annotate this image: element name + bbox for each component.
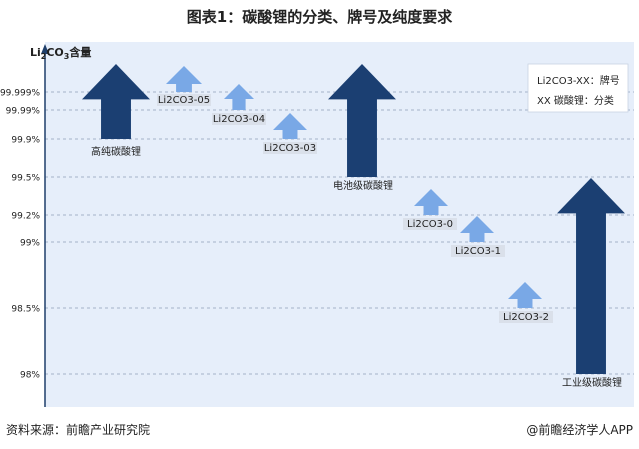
legend-entry-class: XX 碳酸锂：分类 xyxy=(537,94,614,107)
grade-label-bg xyxy=(263,142,317,154)
y-tick-label: 99.999% xyxy=(0,89,40,99)
grade-label-bg xyxy=(403,218,457,230)
chart-title: 图表1：碳酸锂的分类、牌号及纯度要求 xyxy=(186,8,453,26)
footer-source: 资料来源：前瞻产业研究院 xyxy=(6,423,151,437)
grade-label-bg xyxy=(212,113,266,125)
grade-label: Li2CO3-1 xyxy=(455,246,501,257)
legend-box xyxy=(527,63,629,113)
y-tick-label: 99.9% xyxy=(11,136,40,146)
class-arrow xyxy=(328,64,396,177)
footer-brand: @前瞻经济学人APP xyxy=(526,423,633,437)
class-label: 电池级碳酸锂 xyxy=(333,179,393,192)
y-tick-label: 99.5% xyxy=(11,174,40,184)
grade-arrow xyxy=(414,189,448,215)
grade-label: Li2CO3-05 xyxy=(158,95,210,106)
grade-label: Li2CO3-0 xyxy=(407,219,453,230)
y-tick-label: 99% xyxy=(20,239,40,249)
grade-arrow xyxy=(508,282,542,308)
class-arrow xyxy=(82,64,150,139)
grade-arrow xyxy=(273,113,307,139)
y-tick-label: 99.99% xyxy=(6,107,41,117)
y-axis-label: Li2CO3含量 xyxy=(30,45,91,61)
class-label: 工业级碳酸锂 xyxy=(562,376,622,389)
grade-label-bg xyxy=(499,311,553,323)
grade-label-bg xyxy=(451,245,505,257)
arrow-layer xyxy=(82,64,625,374)
grade-label-bg xyxy=(157,94,211,106)
legend-entry-grade: Li2CO3-XX：牌号 xyxy=(537,74,620,87)
y-tick-label: 98.5% xyxy=(11,305,40,315)
grade-label: Li2CO3-2 xyxy=(503,312,549,323)
class-label: 高纯碳酸锂 xyxy=(91,145,141,158)
y-axis-arrowhead xyxy=(41,44,49,54)
y-tick-label: 99.2% xyxy=(11,212,40,222)
grade-arrow xyxy=(224,84,254,110)
y-tick-label: 98% xyxy=(20,371,40,381)
class-arrow xyxy=(557,178,625,374)
grade-arrow xyxy=(460,216,494,242)
legend: Li2CO3-XX：牌号 XX 碳酸锂：分类 xyxy=(527,63,629,113)
grade-arrow xyxy=(166,66,202,92)
grade-label: Li2CO3-03 xyxy=(264,143,316,154)
grade-label: Li2CO3-04 xyxy=(213,114,265,125)
